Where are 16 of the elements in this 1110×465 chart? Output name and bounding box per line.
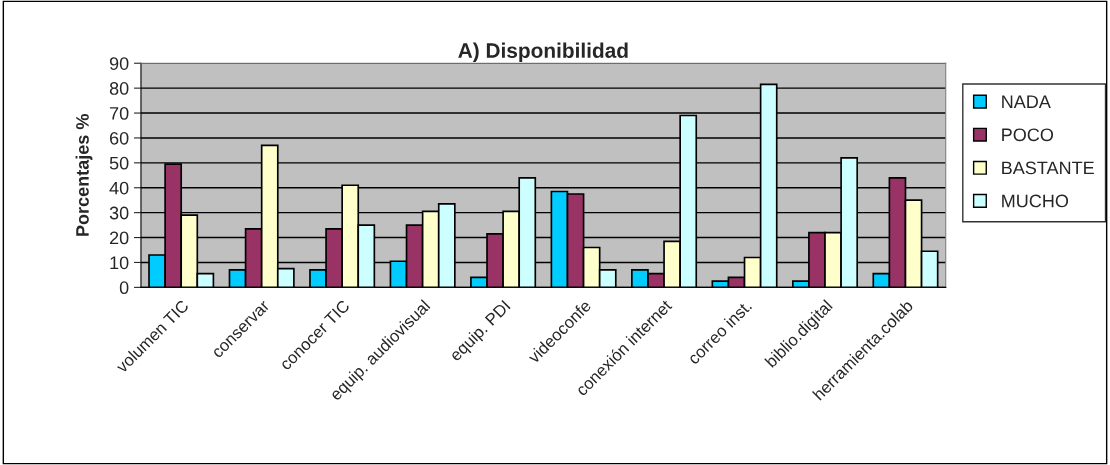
- y-tick-label: 90: [109, 57, 129, 70]
- legend-label: MUCHO: [1002, 194, 1069, 208]
- y-tick-label: 0: [119, 281, 129, 295]
- legend-label: NADA: [1002, 95, 1051, 108]
- legend-label: POCO: [1002, 128, 1054, 142]
- y-tick-label: 70: [110, 106, 129, 120]
- y-tick-label: 60: [110, 131, 129, 145]
- y-tick-label: 30: [109, 206, 129, 220]
- legend-label: BASTANTE: [1002, 161, 1094, 175]
- chart-title: A) Disponibilidad: [458, 42, 628, 63]
- y-tick-label: 80: [109, 82, 129, 95]
- y-tick-label: 20: [109, 231, 129, 245]
- y-tick-label: 10: [110, 256, 129, 270]
- y-tick-label: 40: [109, 181, 129, 195]
- y-axis-title: Porcentajes %: [75, 114, 93, 236]
- y-tick-label: 50: [109, 156, 129, 170]
